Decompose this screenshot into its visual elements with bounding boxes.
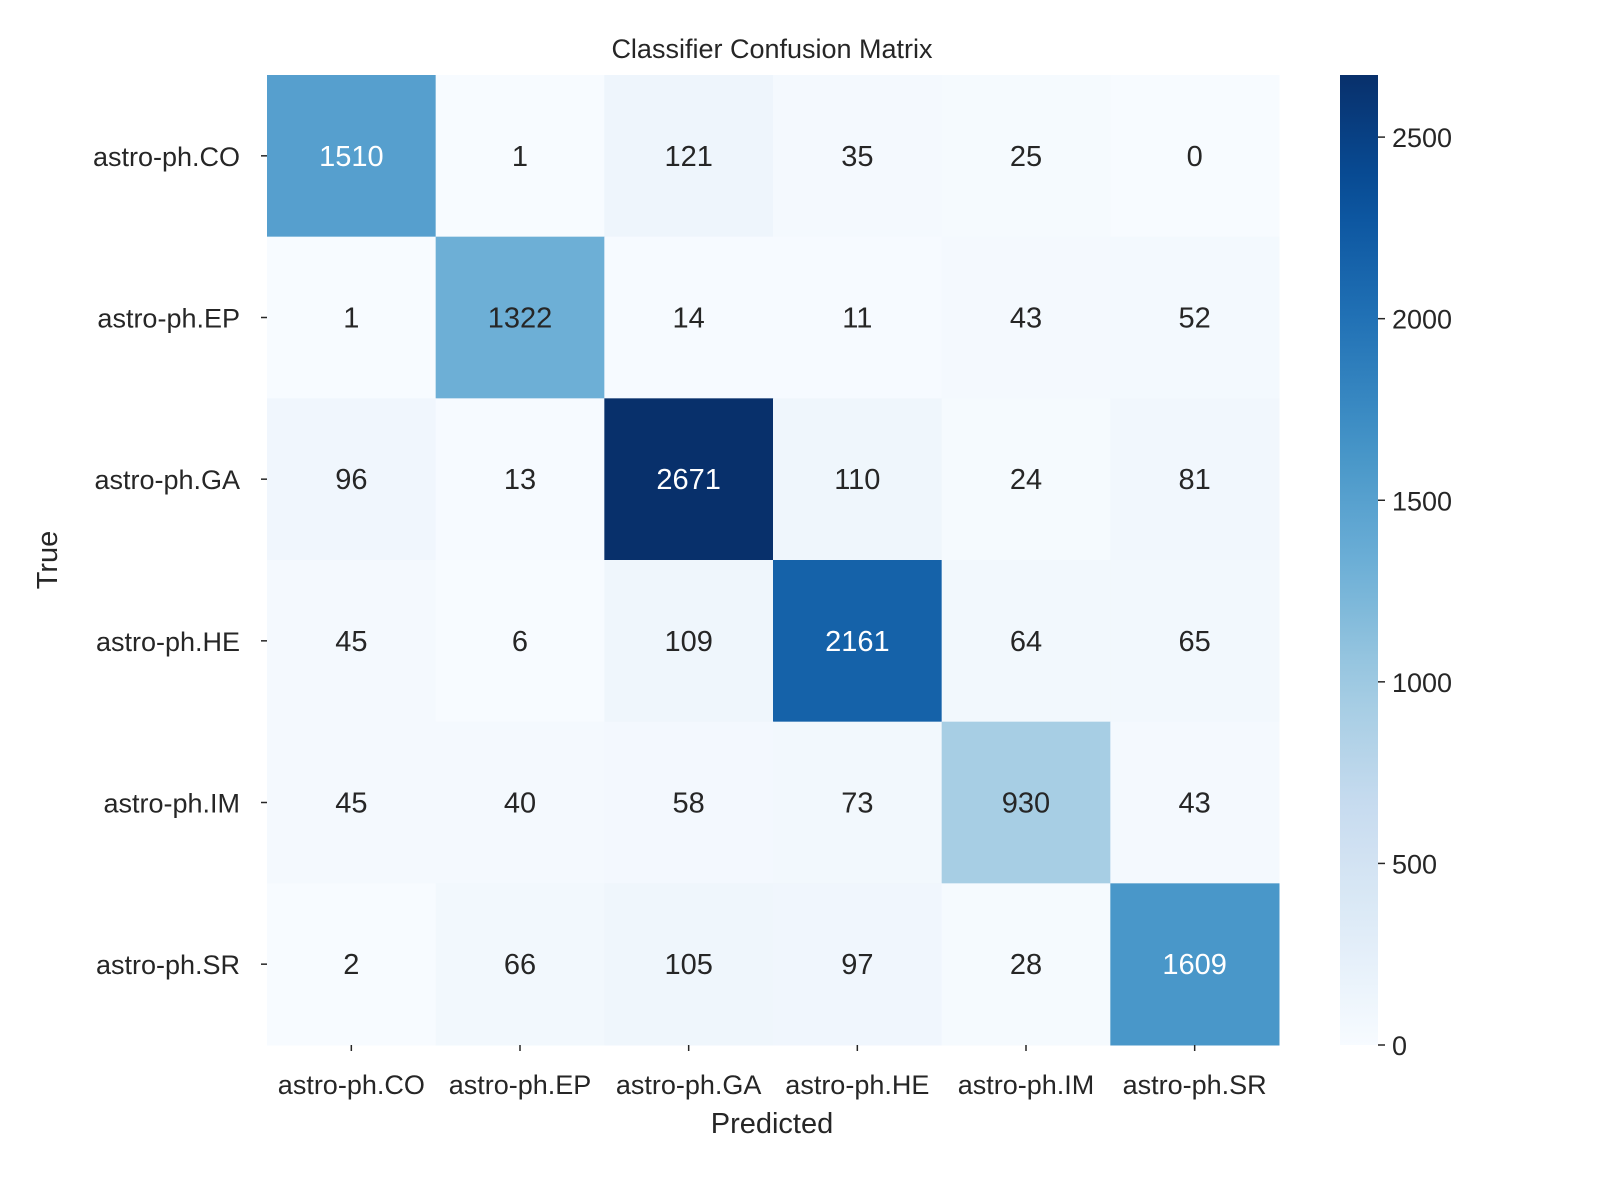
heatmap-cell xyxy=(267,560,437,723)
heatmap-cell xyxy=(435,236,605,399)
heatmap-cell xyxy=(1110,883,1280,1046)
colorbar-tick-label: 2000 xyxy=(1392,305,1452,335)
heatmap-cell xyxy=(267,398,437,561)
heatmap-cell xyxy=(604,883,774,1046)
cell-value-label: 1 xyxy=(343,303,359,335)
heatmap-cell xyxy=(773,560,943,723)
cell-value-label: 24 xyxy=(1010,464,1042,496)
cell-value-label: 0 xyxy=(1187,141,1203,173)
y-tick-labels: astro-ph.CO astro-ph.EP astro-ph.GA astro-p… xyxy=(93,142,267,980)
heatmap-cell xyxy=(773,236,943,399)
x-tick-label: astro-ph.CO xyxy=(278,1070,425,1100)
heatmap-cell xyxy=(1110,398,1280,561)
cell-value-label: 28 xyxy=(1010,949,1042,981)
cell-value-label: 14 xyxy=(673,303,705,335)
heatmap-cell xyxy=(773,721,943,884)
cell-value-label: 11 xyxy=(842,303,872,335)
y-tick-label: astro-ph.GA xyxy=(94,465,240,495)
x-tick-label: astro-ph.EP xyxy=(449,1070,592,1100)
cell-value-label: 58 xyxy=(673,788,705,820)
colorbar-tick-label: 500 xyxy=(1392,849,1437,879)
colorbar xyxy=(1340,75,1378,1045)
heatmap-cell xyxy=(773,398,943,561)
heatmap-cell xyxy=(604,398,774,561)
cell-value-label: 6 xyxy=(512,626,528,658)
heatmap-cell xyxy=(435,721,605,884)
heatmap-cell xyxy=(604,721,774,884)
cell-value-label: 66 xyxy=(504,949,536,981)
cell-value-label: 105 xyxy=(664,949,712,981)
cell-value-label: 1510 xyxy=(319,141,384,173)
cell-value-label: 121 xyxy=(664,141,712,173)
heatmap-cell xyxy=(1110,721,1280,884)
x-tick-label: astro-ph.IM xyxy=(958,1070,1095,1100)
cell-value-label: 25 xyxy=(1010,141,1042,173)
heatmap-cell xyxy=(1110,75,1280,238)
y-tick-label: astro-ph.HE xyxy=(96,627,240,657)
cell-value-label: 110 xyxy=(834,464,880,496)
colorbar-tick-label: 2500 xyxy=(1392,123,1452,153)
heatmap-cell xyxy=(1110,560,1280,723)
heatmap-cells: 1510 1 121 35 25 0 1 1322 14 11 43 52 96 13 2671 110 24 8… xyxy=(267,75,1280,1046)
heatmap-cell xyxy=(941,721,1111,884)
cell-value-label: 2671 xyxy=(656,464,721,496)
colorbar-ticks: 0 500 1000 1500 2000 2500 xyxy=(1378,123,1452,1061)
heatmap-cell xyxy=(435,75,605,238)
heatmap-cell xyxy=(773,75,943,238)
heatmap-cell xyxy=(941,883,1111,1046)
cell-value-label: 73 xyxy=(841,788,873,820)
x-tick-label: astro-ph.GA xyxy=(616,1070,762,1100)
y-tick-label: astro-ph.IM xyxy=(103,789,240,819)
y-tick-label: astro-ph.CO xyxy=(93,142,240,172)
heatmap-cell xyxy=(267,883,437,1046)
y-tick-label: astro-ph.SR xyxy=(96,950,240,980)
heatmap-cell xyxy=(941,398,1111,561)
cell-value-label: 96 xyxy=(335,464,367,496)
heatmap-cell xyxy=(1110,236,1280,399)
x-tick-labels: astro-ph.CO astro-ph.EP astro-ph.GA astro-p… xyxy=(278,1045,1267,1100)
cell-value-label: 930 xyxy=(1002,788,1050,820)
cell-value-label: 1322 xyxy=(488,303,553,335)
cell-value-label: 43 xyxy=(1179,788,1211,820)
heatmap-cell xyxy=(267,236,437,399)
cell-value-label: 52 xyxy=(1179,303,1211,335)
cell-value-label: 64 xyxy=(1010,626,1042,658)
heatmap-cell xyxy=(941,236,1111,399)
cell-value-label: 65 xyxy=(1179,626,1211,658)
heatmap-cell xyxy=(267,721,437,884)
colorbar-tick-label: 0 xyxy=(1392,1031,1407,1061)
cell-value-label: 97 xyxy=(841,949,873,981)
heatmap-cell xyxy=(941,560,1111,723)
heatmap-cell xyxy=(435,560,605,723)
cell-value-label: 35 xyxy=(841,141,873,173)
cell-value-label: 109 xyxy=(664,626,712,658)
x-axis-label: Predicted xyxy=(711,1108,834,1140)
heatmap-cell xyxy=(604,236,774,399)
cell-value-label: 1609 xyxy=(1162,949,1227,981)
y-tick-label: astro-ph.EP xyxy=(97,304,240,334)
cell-value-label: 81 xyxy=(1179,464,1211,496)
cell-value-label: 13 xyxy=(504,464,536,496)
cell-value-label: 45 xyxy=(335,626,367,658)
y-axis-label: True xyxy=(32,531,64,590)
cell-value-label: 43 xyxy=(1010,303,1042,335)
cell-value-label: 2161 xyxy=(825,626,890,658)
colorbar-tick-label: 1000 xyxy=(1392,668,1452,698)
heatmap-cell xyxy=(604,75,774,238)
heatmap-cell xyxy=(435,398,605,561)
cell-value-label: 2 xyxy=(343,949,359,981)
cell-value-label: 40 xyxy=(504,788,536,820)
heatmap-cell xyxy=(773,883,943,1046)
heatmap-cell xyxy=(604,560,774,723)
heatmap-cell xyxy=(267,75,437,238)
chart-title: Classifier Confusion Matrix xyxy=(611,34,933,64)
cell-value-label: 45 xyxy=(335,788,367,820)
colorbar-tick-label: 1500 xyxy=(1392,486,1452,516)
cell-value-label: 1 xyxy=(512,141,528,173)
x-tick-label: astro-ph.HE xyxy=(785,1070,929,1100)
heatmap-cell xyxy=(941,75,1111,238)
heatmap-cell xyxy=(435,883,605,1046)
x-tick-label: astro-ph.SR xyxy=(1123,1070,1267,1100)
